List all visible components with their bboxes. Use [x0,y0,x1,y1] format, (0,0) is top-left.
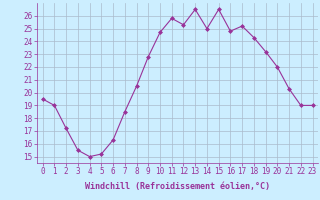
X-axis label: Windchill (Refroidissement éolien,°C): Windchill (Refroidissement éolien,°C) [85,182,270,191]
